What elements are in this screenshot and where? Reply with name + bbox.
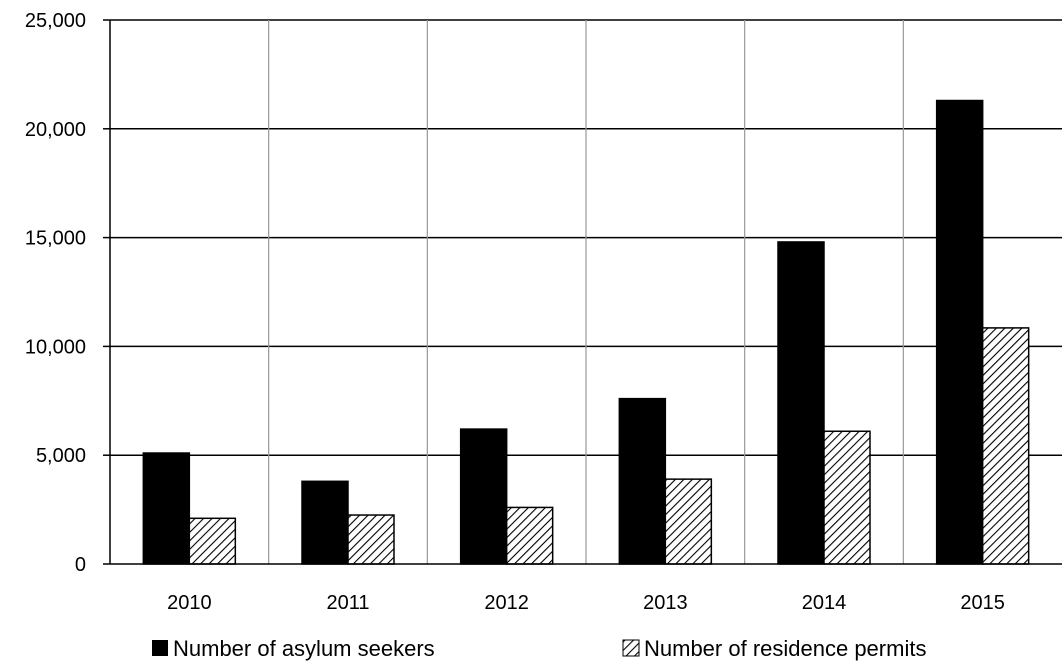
- x-tick-label: 2011: [326, 592, 369, 614]
- legend-swatch-asylum-seekers: [152, 640, 168, 656]
- legend-label-asylum-seekers: Number of asylum seekers: [173, 636, 435, 661]
- legend-swatch-residence-permits: [622, 639, 640, 657]
- bar-residence-permits-2014: [823, 430, 871, 565]
- bar-residence-permits-2010: [188, 517, 237, 565]
- y-tick-label: 15,000: [25, 228, 86, 250]
- bar-residence-permits-2012: [505, 506, 554, 565]
- y-tick-label: 0: [75, 554, 86, 576]
- x-tick-label: 2013: [643, 592, 688, 614]
- bar-asylum-seekers-2015: [935, 99, 984, 565]
- legend: Number of asylum seekers Number of resid…: [152, 636, 926, 661]
- bar-asylum-seekers-2014: [777, 241, 825, 565]
- axes: [103, 19, 1062, 565]
- y-axis-tick-labels: 0 5,000 10,000 15,000 20,000 25,000: [25, 10, 86, 576]
- y-tick-label: 20,000: [25, 119, 86, 141]
- bar-residence-permits-2011: [347, 514, 395, 565]
- gridlines: [110, 19, 1062, 564]
- bar-asylum-seekers-2010: [142, 452, 191, 565]
- bar-asylum-seekers-2012: [459, 428, 508, 565]
- x-tick-label: 2014: [802, 592, 847, 614]
- x-axis-tick-labels: 2010 2011 2012 2013 2014 2015: [167, 592, 1005, 614]
- x-tick-label: 2015: [960, 592, 1005, 614]
- y-tick-label: 5,000: [36, 445, 86, 467]
- bar-residence-permits-2013: [664, 478, 713, 565]
- bar-residence-permits-2015: [981, 327, 1030, 565]
- bar-asylum-seekers-2011: [301, 480, 349, 565]
- y-tick-label: 25,000: [25, 10, 86, 32]
- legend-label-residence-permits: Number of residence permits: [644, 636, 926, 661]
- x-tick-label: 2012: [484, 592, 529, 614]
- y-tick-label: 10,000: [25, 336, 86, 358]
- bar-asylum-seekers-2013: [618, 397, 667, 565]
- x-tick-label: 2010: [167, 592, 212, 614]
